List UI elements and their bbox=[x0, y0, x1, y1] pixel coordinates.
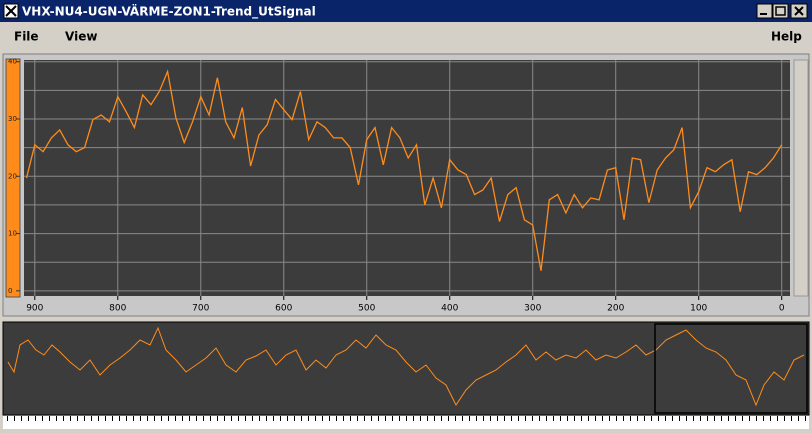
overview-window[interactable] bbox=[654, 323, 808, 414]
y-tick-label: 10 bbox=[8, 230, 17, 238]
menu-view[interactable]: View bbox=[65, 30, 97, 44]
trend-line bbox=[25, 69, 783, 271]
menu-help[interactable]: Help bbox=[771, 30, 802, 44]
overview-line bbox=[7, 326, 805, 407]
x-tick-label: 600 bbox=[275, 304, 292, 314]
x-tick-label: 900 bbox=[26, 304, 43, 314]
side-bar bbox=[793, 59, 809, 297]
maximize-button[interactable] bbox=[772, 3, 789, 19]
y-tick-label: 40 bbox=[8, 58, 17, 66]
y-tick-label: 30 bbox=[8, 115, 17, 123]
window-title: VHX-NU4-UGN-VÄRME-ZON1-Trend_UtSignal bbox=[22, 4, 316, 20]
minimize-button[interactable] bbox=[756, 3, 773, 19]
window-icon bbox=[3, 3, 19, 19]
menu-file[interactable]: File bbox=[14, 30, 39, 44]
y-tick-label: 0 bbox=[8, 287, 12, 295]
y-tick-label: 20 bbox=[8, 172, 17, 180]
x-tick-label: 500 bbox=[358, 304, 375, 314]
x-tick-label: 300 bbox=[524, 304, 541, 314]
close-button[interactable] bbox=[790, 3, 808, 19]
x-tick-label: 400 bbox=[441, 304, 458, 314]
title-bar bbox=[0, 0, 812, 22]
x-tick-label: 700 bbox=[192, 304, 209, 314]
plot-area bbox=[24, 60, 790, 296]
x-tick-label: 200 bbox=[607, 304, 624, 314]
x-tick-label: 0 bbox=[779, 304, 785, 314]
x-tick-label: 800 bbox=[109, 304, 126, 314]
time-ruler bbox=[3, 416, 809, 429]
x-tick-label: 100 bbox=[690, 304, 707, 314]
overview-panel bbox=[2, 321, 810, 416]
